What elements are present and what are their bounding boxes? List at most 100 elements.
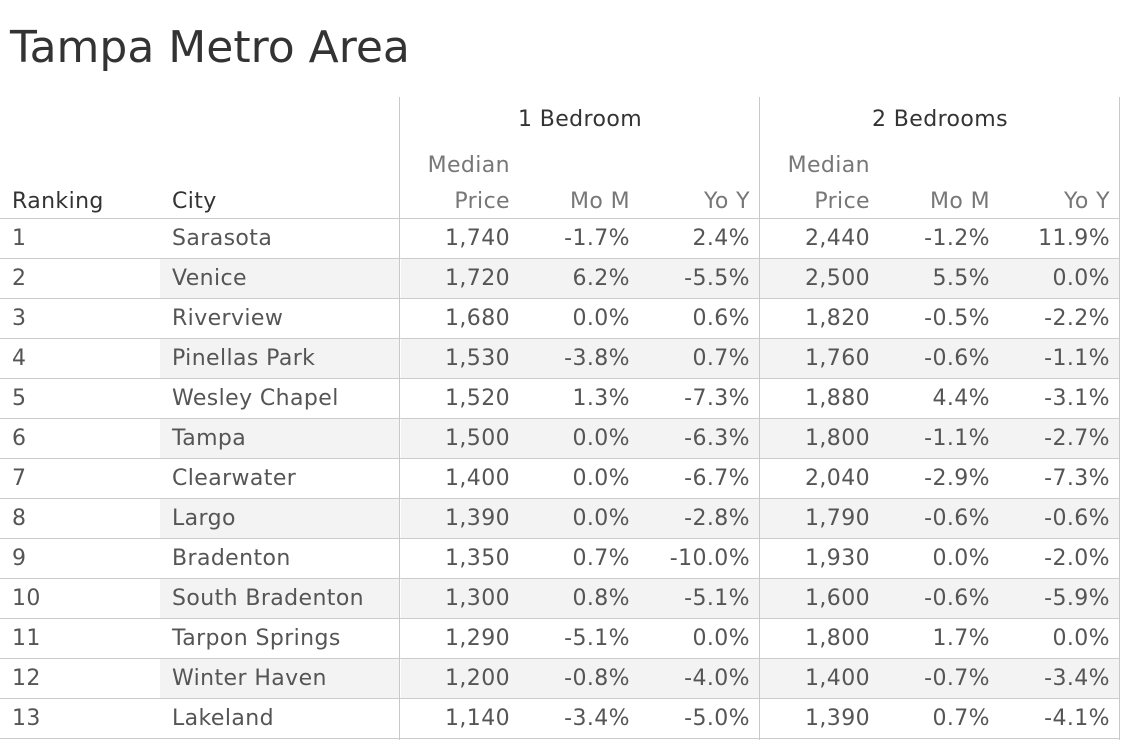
mom-cell-1: 0.0% (572, 426, 630, 451)
row-band (401, 419, 1120, 459)
mom-cell-1: -5.1% (564, 626, 630, 651)
row-band (160, 499, 400, 539)
mom-cell-1: 0.7% (572, 546, 630, 571)
yoy-cell-1: -6.3% (684, 426, 750, 451)
city-cell: Lakeland (172, 706, 274, 731)
header-divider (0, 218, 1120, 219)
median-price-cell-1: 1,530 (445, 346, 510, 371)
page-title: Tampa Metro Area (10, 22, 410, 73)
city-cell: Winter Haven (172, 666, 327, 691)
row-divider (0, 258, 1120, 259)
city-cell: Venice (172, 266, 247, 291)
yoy-cell-1: -7.3% (684, 386, 750, 411)
yoy-cell-1: 0.7% (692, 346, 750, 371)
row-band (160, 419, 400, 459)
rank-cell: 12 (12, 666, 41, 691)
median-price-cell-2: 1,930 (805, 546, 870, 571)
row-divider (0, 578, 1120, 579)
rank-cell: 4 (12, 346, 27, 371)
mom-cell-1: 0.0% (572, 466, 630, 491)
mom-cell-2: -0.6% (924, 346, 990, 371)
median-price-cell-1: 1,390 (445, 506, 510, 531)
yoy-cell-2: -7.3% (1044, 466, 1110, 491)
rank-cell: 9 (12, 546, 27, 571)
col-header-median-price-1-line2: Price (454, 189, 510, 214)
col-header-mom-2: Mo M (929, 189, 990, 214)
mom-cell-1: 0.0% (572, 506, 630, 531)
row-divider (0, 738, 1120, 739)
row-divider (0, 298, 1120, 299)
yoy-cell-2: -3.1% (1044, 386, 1110, 411)
mom-cell-2: -0.6% (924, 586, 990, 611)
rank-cell: 1 (12, 226, 27, 251)
city-cell: Clearwater (172, 466, 297, 491)
yoy-cell-2: 0.0% (1052, 626, 1110, 651)
median-price-cell-2: 1,880 (805, 386, 870, 411)
median-price-cell-2: 1,820 (805, 306, 870, 331)
city-cell: Bradenton (172, 546, 291, 571)
yoy-cell-1: -5.0% (684, 706, 750, 731)
row-divider (0, 378, 1120, 379)
rent-table: 1 Bedroom 2 Bedrooms Ranking City Median… (0, 97, 1124, 740)
mom-cell-1: -3.4% (564, 706, 630, 731)
mom-cell-2: 1.7% (932, 626, 990, 651)
median-price-cell-1: 1,350 (445, 546, 510, 571)
yoy-cell-1: -4.0% (684, 666, 750, 691)
median-price-cell-2: 1,390 (805, 706, 870, 731)
row-divider (0, 658, 1120, 659)
mom-cell-2: -0.7% (924, 666, 990, 691)
median-price-cell-2: 2,040 (805, 466, 870, 491)
mom-cell-2: -2.9% (924, 466, 990, 491)
col-header-median-price-1-line1: Median (427, 153, 510, 178)
city-cell: Riverview (172, 306, 284, 331)
rank-cell: 7 (12, 466, 27, 491)
row-band (160, 659, 400, 699)
yoy-cell-1: -6.7% (684, 466, 750, 491)
rank-cell: 8 (12, 506, 27, 531)
rank-cell: 2 (12, 266, 27, 291)
row-divider (0, 418, 1120, 419)
row-divider (0, 338, 1120, 339)
rank-cell: 5 (12, 386, 27, 411)
city-cell: South Bradenton (172, 586, 365, 611)
city-cell: Largo (172, 506, 236, 531)
yoy-cell-2: -1.1% (1044, 346, 1110, 371)
yoy-cell-2: -0.6% (1044, 506, 1110, 531)
mom-cell-2: 4.4% (932, 386, 990, 411)
yoy-cell-1: 0.6% (692, 306, 750, 331)
median-price-cell-2: 1,600 (805, 586, 870, 611)
row-band (160, 259, 400, 299)
mom-cell-1: 0.8% (572, 586, 630, 611)
mom-cell-1: 6.2% (572, 266, 630, 291)
mom-cell-2: -1.2% (924, 226, 990, 251)
mom-cell-2: 5.5% (932, 266, 990, 291)
row-divider (0, 538, 1120, 539)
median-price-cell-2: 1,800 (805, 426, 870, 451)
row-band (401, 499, 1120, 539)
yoy-cell-2: -2.2% (1044, 306, 1110, 331)
yoy-cell-2: -5.9% (1044, 586, 1110, 611)
median-price-cell-1: 1,140 (445, 706, 510, 731)
mom-cell-2: 0.0% (932, 546, 990, 571)
median-price-cell-2: 1,800 (805, 626, 870, 651)
row-divider (0, 698, 1120, 699)
city-cell: Sarasota (172, 226, 273, 251)
mom-cell-1: -3.8% (564, 346, 630, 371)
median-price-cell-1: 1,520 (445, 386, 510, 411)
mom-cell-1: -0.8% (564, 666, 630, 691)
row-band (401, 659, 1120, 699)
col-header-yoy-2: Yo Y (1063, 189, 1110, 214)
row-band (401, 259, 1120, 299)
median-price-cell-1: 1,720 (445, 266, 510, 291)
median-price-cell-1: 1,500 (445, 426, 510, 451)
median-price-cell-1: 1,740 (445, 226, 510, 251)
yoy-cell-2: -3.4% (1044, 666, 1110, 691)
yoy-cell-2: 11.9% (1038, 226, 1110, 251)
city-cell: Pinellas Park (172, 346, 316, 371)
yoy-cell-1: 2.4% (692, 226, 750, 251)
mom-cell-2: -1.1% (924, 426, 990, 451)
yoy-cell-1: -5.5% (684, 266, 750, 291)
col-header-yoy-1: Yo Y (703, 189, 750, 214)
mom-cell-2: -0.6% (924, 506, 990, 531)
row-band (160, 339, 400, 379)
